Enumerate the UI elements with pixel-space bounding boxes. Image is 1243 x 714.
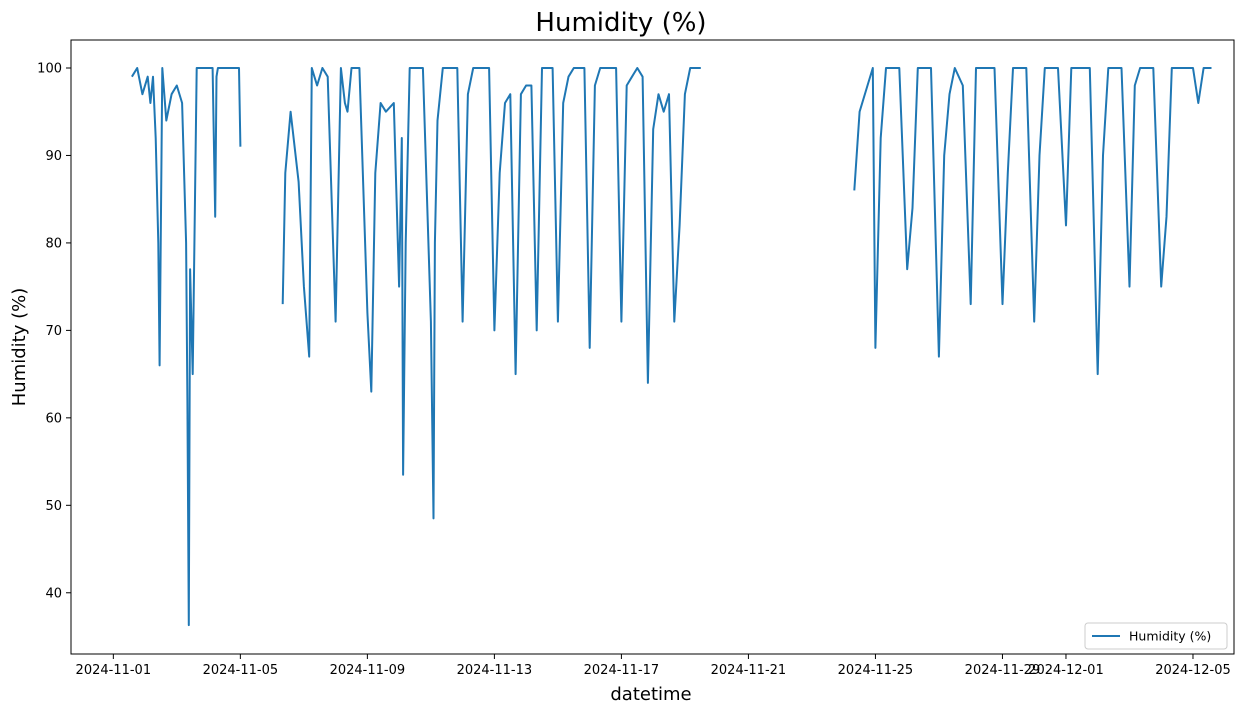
y-axis-ticks: 40 50 60 70 80 90 100 — [37, 61, 71, 601]
y-tick-label: 90 — [45, 149, 62, 164]
plot-frame — [70, 39, 1235, 655]
x-tick-label: 2024-11-01 — [76, 663, 152, 678]
series-line-segment — [853, 67, 1212, 376]
y-axis-label: Humidity (%) — [9, 288, 30, 407]
x-tick-label: 2024-12-01 — [1028, 663, 1104, 678]
x-tick-label: 2024-11-13 — [457, 663, 533, 678]
series-group — [131, 67, 1212, 627]
legend-label: Humidity (%) — [1129, 629, 1211, 644]
y-tick-label: 80 — [45, 236, 62, 251]
chart-title: Humidity (%) — [535, 8, 706, 38]
x-tick-label: 2024-11-17 — [584, 663, 660, 678]
x-tick-label: 2024-11-29 — [965, 663, 1041, 678]
plot-area: 2024-11-01 2024-11-05 2024-11-09 2024-11-13… — [37, 39, 1235, 678]
y-tick-label: 100 — [37, 61, 62, 76]
y-tick-label: 70 — [45, 324, 62, 339]
x-tick-label: 2024-11-21 — [711, 663, 787, 678]
x-tick-label: 2024-12-05 — [1155, 663, 1231, 678]
y-tick-label: 40 — [45, 586, 62, 601]
x-tick-label: 2024-11-05 — [203, 663, 279, 678]
series-line-segment — [131, 67, 242, 627]
y-tick-label: 50 — [45, 499, 62, 514]
x-tick-label: 2024-11-09 — [330, 663, 406, 678]
x-tick-label: 2024-11-25 — [838, 663, 914, 678]
y-tick-label: 60 — [45, 411, 62, 426]
legend: Humidity (%) — [1084, 622, 1228, 650]
series-line-segment — [281, 67, 701, 520]
legend-box — [1084, 622, 1228, 650]
x-axis-label: datetime — [610, 684, 691, 705]
x-axis-ticks: 2024-11-01 2024-11-05 2024-11-09 2024-11-13… — [76, 654, 1231, 678]
